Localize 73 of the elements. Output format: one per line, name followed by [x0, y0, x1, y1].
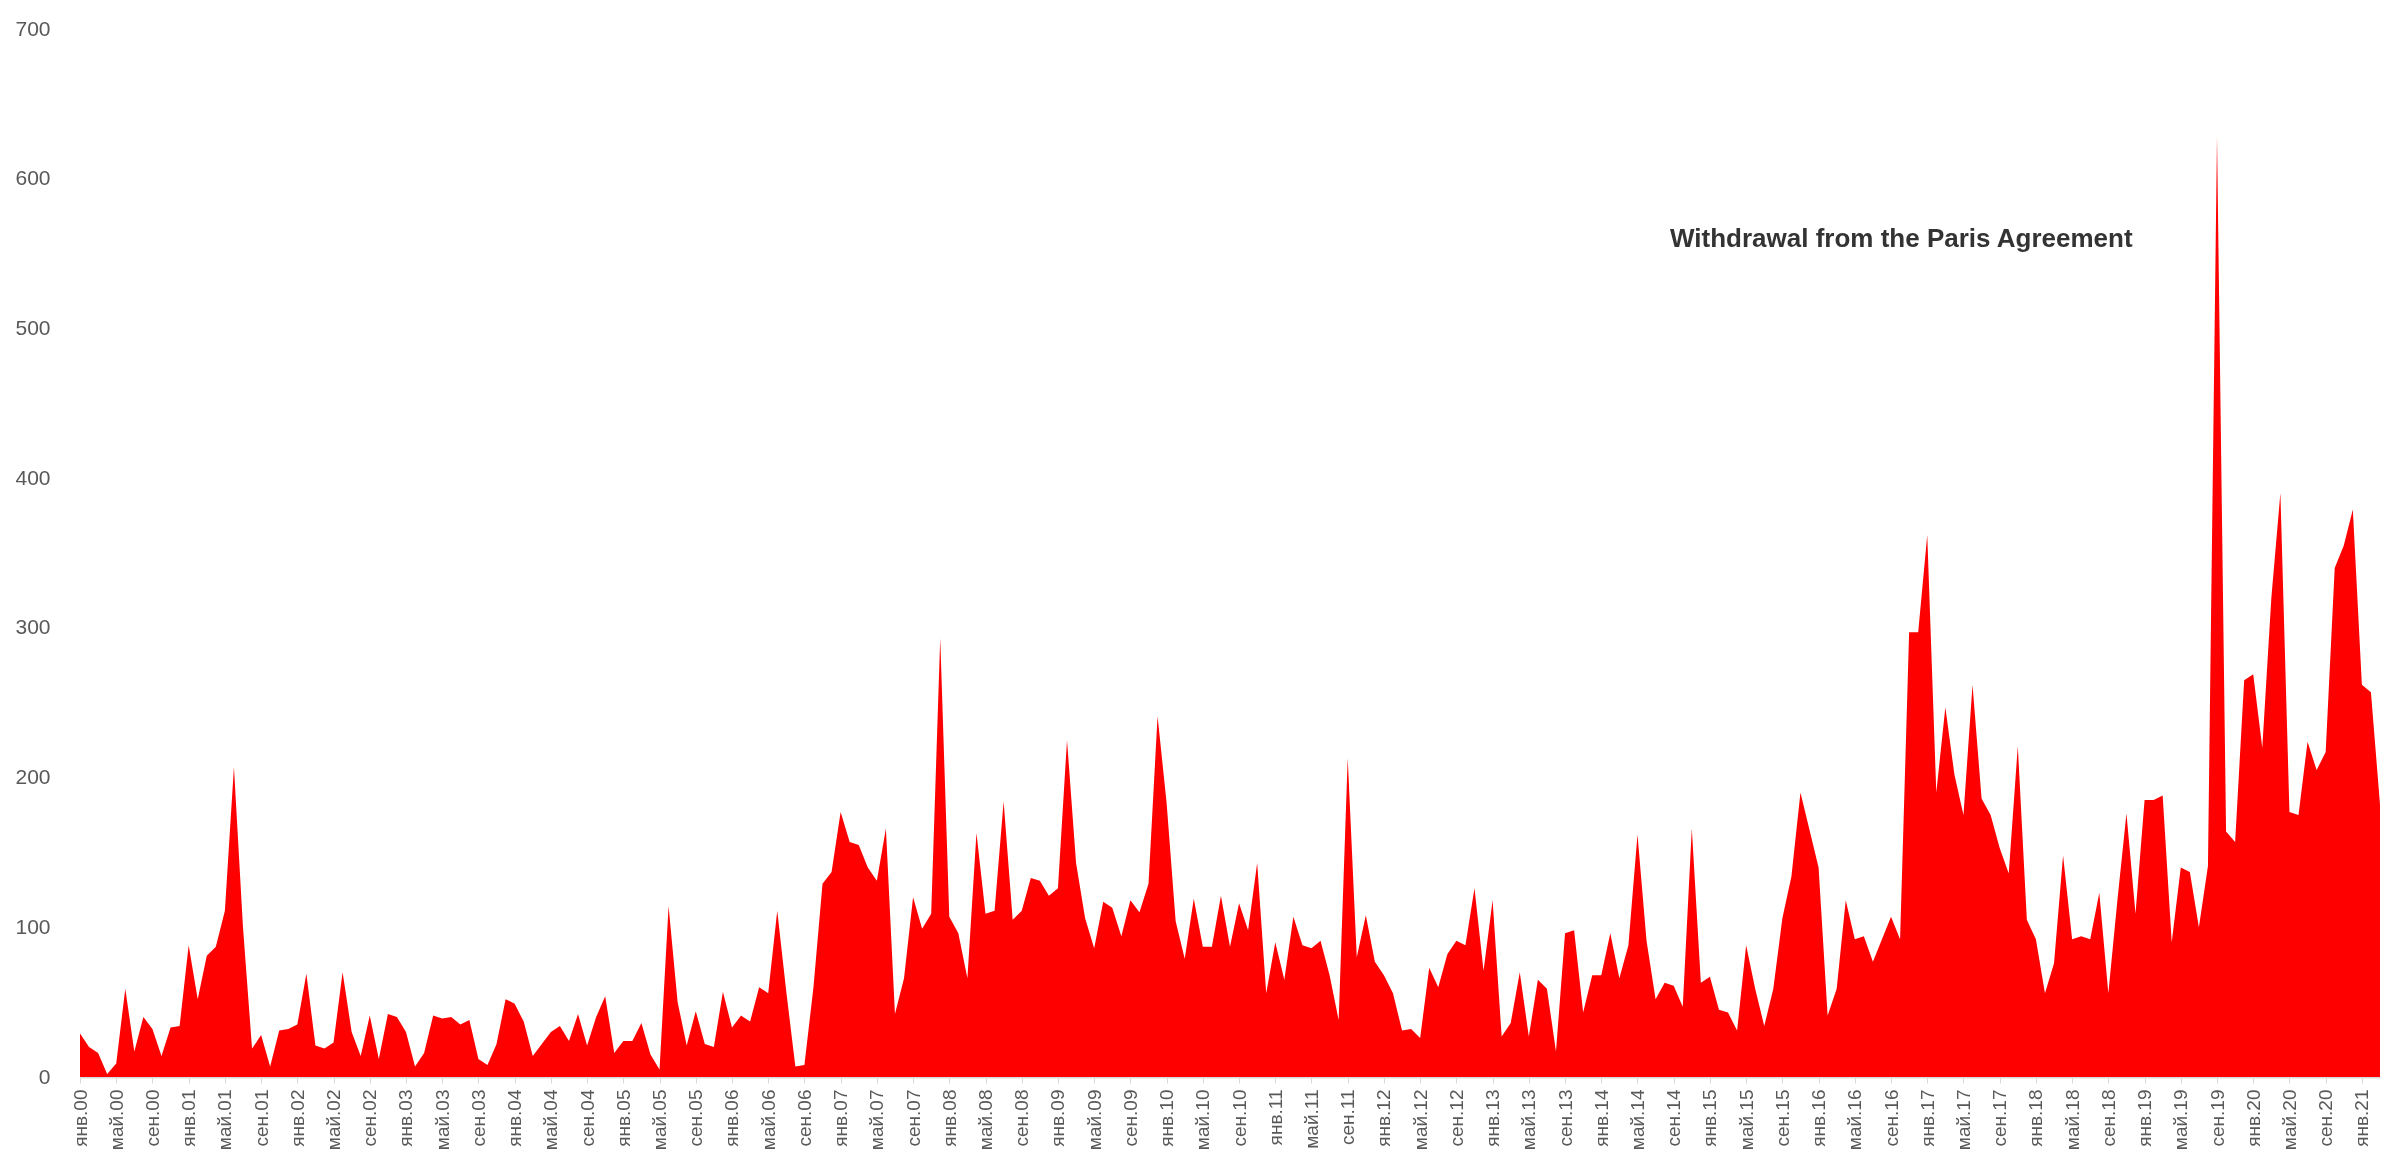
x-tick-label: сен.01	[250, 1089, 272, 1147]
x-tick-label: янв.11	[1264, 1089, 1286, 1146]
x-tick-label: май.18	[2061, 1089, 2083, 1151]
x-tick-label: май.03	[431, 1089, 453, 1151]
x-tick-label: сен.05	[685, 1089, 707, 1147]
x-tick-label: сен.17	[1989, 1089, 2011, 1147]
y-tick-label: 200	[15, 765, 51, 789]
x-tick-label: сен.08	[1011, 1089, 1033, 1147]
x-tick-label: янв.14	[1590, 1089, 1612, 1147]
x-tick-label: сен.19	[2206, 1089, 2228, 1147]
y-tick-label: 0	[38, 1064, 51, 1088]
x-tick-label: сен.20	[2315, 1089, 2337, 1147]
x-tick-label: май.04	[540, 1089, 562, 1151]
x-tick-label: янв.13	[1482, 1089, 1504, 1147]
x-tick-label: май.20	[2278, 1089, 2300, 1151]
x-tick-label: янв.04	[504, 1089, 526, 1147]
x-tick-label: янв.19	[2134, 1089, 2156, 1147]
x-tick-label: май.15	[1735, 1089, 1757, 1151]
x-tick-label: май.13	[1518, 1089, 1540, 1151]
x-tick-label: май.19	[2170, 1089, 2192, 1151]
x-tick-label: янв.05	[612, 1089, 634, 1147]
x-tick-label: сен.11	[1337, 1089, 1359, 1146]
x-tick-label: май.16	[1844, 1089, 1866, 1151]
x-tick-label: янв.12	[1373, 1089, 1395, 1147]
x-tick-label: янв.03	[395, 1089, 417, 1147]
x-tick-label: май.09	[1083, 1089, 1105, 1151]
x-tick-label: сен.15	[1771, 1089, 1793, 1147]
x-tick-label: янв.21	[2351, 1089, 2373, 1147]
x-tick-label: янв.02	[286, 1089, 308, 1147]
x-tick-label: сен.14	[1663, 1089, 1685, 1147]
x-tick-label: май.08	[975, 1089, 997, 1151]
x-tick-label: сен.09	[1119, 1089, 1141, 1147]
x-tick-label: янв.06	[721, 1089, 743, 1147]
x-tick-label: сен.03	[467, 1089, 489, 1147]
x-tick-label: янв.17	[1916, 1089, 1938, 1147]
x-tick-label: сен.07	[902, 1089, 924, 1147]
x-tick-label: сен.04	[576, 1089, 598, 1147]
x-tick-label: май.11	[1301, 1089, 1322, 1149]
x-tick-label: сен.02	[359, 1089, 381, 1147]
x-tick-label: янв.07	[830, 1089, 852, 1147]
y-tick-label: 600	[15, 166, 51, 190]
x-tick-label: май.02	[323, 1089, 345, 1151]
x-tick-label: янв.10	[1156, 1089, 1178, 1147]
x-tick-label: сен.06	[793, 1089, 815, 1147]
x-tick-label: май.17	[1952, 1089, 1974, 1151]
x-tick-label: сен.18	[2097, 1089, 2119, 1147]
x-tick-label: сен.13	[1554, 1089, 1576, 1147]
x-tick-label: сен.10	[1228, 1089, 1250, 1147]
x-tick-label: сен.00	[141, 1089, 163, 1147]
x-tick-label: янв.08	[938, 1089, 960, 1147]
x-tick-label: май.14	[1626, 1089, 1648, 1151]
x-tick-label: янв.09	[1047, 1089, 1069, 1147]
x-tick-label: сен.16	[1880, 1089, 1902, 1147]
x-tick-label: янв.16	[1808, 1089, 1830, 1147]
y-tick-label: 700	[15, 16, 51, 40]
x-tick-label: май.06	[757, 1089, 779, 1151]
y-tick-label: 300	[15, 615, 51, 639]
annotation: Withdrawal from the Paris Agreement	[1670, 223, 2133, 253]
y-tick-label: 400	[15, 465, 51, 489]
x-tick-label: май.01	[214, 1089, 236, 1151]
x-tick-label: янв.20	[2242, 1089, 2264, 1147]
y-tick-label: 100	[15, 914, 51, 938]
x-tick-label: янв.00	[69, 1089, 91, 1147]
x-tick-label: янв.01	[178, 1089, 200, 1147]
x-tick-label: сен.12	[1445, 1089, 1467, 1147]
x-tick-label: май.10	[1192, 1089, 1214, 1151]
y-tick-label: 500	[15, 315, 51, 339]
x-tick-label: янв.15	[1699, 1089, 1721, 1147]
x-tick-label: янв.18	[2025, 1089, 2047, 1147]
x-tick-label: май.07	[866, 1089, 888, 1151]
x-tick-label: май.00	[105, 1089, 127, 1151]
x-tick-label: май.12	[1409, 1089, 1431, 1151]
x-tick-label: май.05	[649, 1089, 671, 1151]
